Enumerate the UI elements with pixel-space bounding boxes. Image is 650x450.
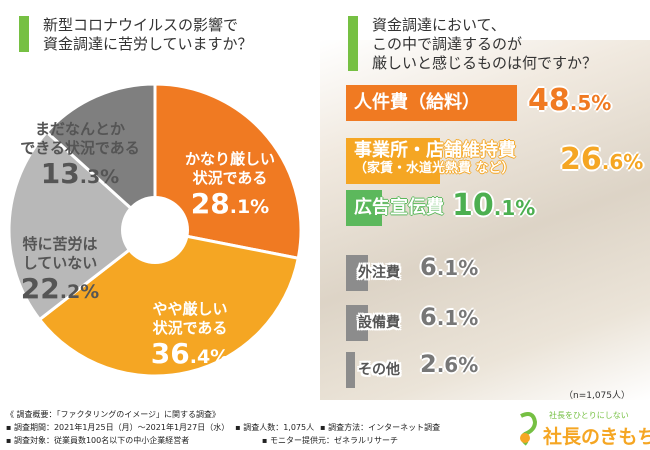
survey-period: ▪ 調査期間：2021年1月25日（月）～2021年1月27日（水） xyxy=(6,423,230,432)
logo-mark-icon xyxy=(520,412,538,446)
bar-value: 6.1% xyxy=(420,303,479,331)
bar-value: 26.6% xyxy=(560,142,644,177)
bar xyxy=(346,190,382,226)
pie-label-text: まだなんとか できる状況である xyxy=(20,120,140,157)
bar-value: 48.5% xyxy=(528,83,612,118)
pie-slice xyxy=(37,228,301,378)
right-question: 資金調達において、 この中で調達するのが 厳しいと感じるものは何ですか？ xyxy=(348,16,597,72)
pie-label-text: やや厳しい 状況である xyxy=(152,300,228,337)
bar xyxy=(346,138,440,184)
bar-label: その他 xyxy=(358,362,400,378)
bar-label: 設備費 xyxy=(358,315,400,331)
bar-label: 人件費（給料） xyxy=(354,92,480,113)
logo-tagline: 社長をひとりにしない xyxy=(549,411,629,420)
pie-value: 22.2% xyxy=(20,272,100,305)
bar xyxy=(346,352,356,388)
pie-value: 36.4% xyxy=(150,337,230,370)
bar-value: 2.6% xyxy=(420,350,479,378)
survey-count: ▪ 調査人数：1,075人 xyxy=(235,423,315,432)
left-question: 新型コロナウイルスの影響で 資金調達に苦労していますか？ xyxy=(19,16,253,53)
pie-value: 13.3% xyxy=(40,157,120,190)
survey-title: 《 調査概要：「ファクタリングのイメージ」に関する調査》 xyxy=(6,410,221,419)
pie-label: まだなんとか できる状況である 13.3% xyxy=(20,120,140,193)
pie-label-text: 特に苦労は していない xyxy=(22,235,98,272)
survey-target: ▪ 調査対象：従業員数100名以下の中小企業経営者 xyxy=(6,436,190,445)
bar xyxy=(346,85,517,121)
sample-size-note: （n=1,075人） xyxy=(563,391,630,401)
pie-label: 特に苦労は していない 22.2% xyxy=(21,235,99,308)
bar-label: 事業所・店舗維持費 （家賃・水道光熱費 など） xyxy=(354,140,516,177)
logo-name: 社長のきもち xyxy=(543,426,650,448)
pie-label: かなり厳しい 状況である 28.1% xyxy=(185,150,275,223)
pie-label: やや厳しい 状況である 36.4% xyxy=(151,300,229,373)
pie-value: 28.1% xyxy=(190,187,270,220)
survey-provider: ▪ モニター提供元：ゼネラルリサーチ xyxy=(262,436,398,445)
survey-method: ▪ 調査方法：インターネット調査 xyxy=(320,423,441,432)
pie-chart xyxy=(7,82,303,378)
bar-label: 外注費 xyxy=(358,265,400,281)
pie-center-hole xyxy=(121,196,189,264)
bar-value: 6.1% xyxy=(420,253,479,281)
pie-slice xyxy=(153,82,303,261)
pie-slice xyxy=(44,82,157,234)
pie-slice xyxy=(7,129,158,322)
survey-summary: 《 調査概要：「ファクタリングのイメージ」に関する調査》 ▪ 調査期間：2021… xyxy=(6,408,511,447)
bar xyxy=(346,255,368,291)
pie-label-text: かなり厳しい 状況である xyxy=(184,150,276,187)
bar-label: 広告宣伝費 xyxy=(354,197,444,218)
bar xyxy=(346,305,368,341)
logo: 社長をひとりにしない 社長のきもち xyxy=(515,410,650,448)
bar-value: 10.1% xyxy=(452,188,536,223)
